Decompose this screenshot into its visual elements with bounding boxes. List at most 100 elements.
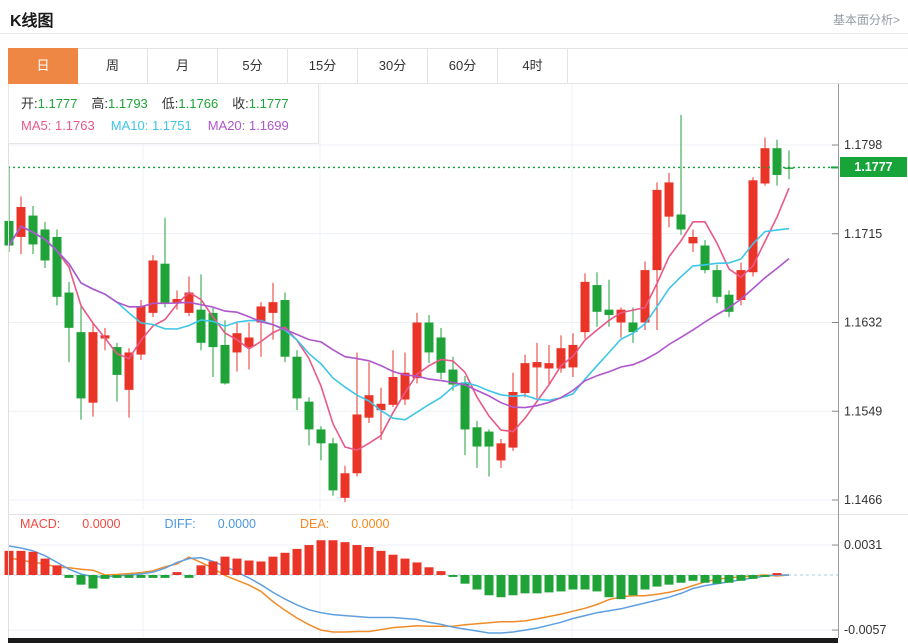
macd-bar (28, 551, 38, 575)
tab-60分[interactable]: 60分 (428, 49, 498, 83)
candle (196, 274, 206, 351)
macd-bar (280, 552, 290, 575)
candle (316, 426, 326, 461)
candle (448, 356, 458, 391)
candle (772, 139, 782, 186)
candle (400, 352, 410, 405)
macd-axis-label: 0.0031 (844, 538, 882, 552)
candle (76, 305, 86, 420)
ma20-readout: MA20: 1.1699 (207, 118, 289, 133)
macd-pane (8, 545, 838, 634)
candle (112, 342, 122, 402)
macd-bar (472, 575, 482, 590)
macd-bar (268, 556, 278, 575)
macd-bar (568, 575, 578, 590)
high-value: 1.1793 (108, 96, 148, 111)
bottom-bar (8, 638, 838, 643)
candle (40, 221, 50, 268)
candle (748, 177, 758, 277)
candle (784, 150, 794, 180)
candle (712, 264, 722, 304)
macd-histogram (4, 540, 782, 600)
chart-frame (8, 84, 908, 643)
macd-bar (700, 575, 710, 583)
candle (592, 272, 602, 327)
macd-bar (364, 546, 374, 575)
macd-bar (712, 575, 722, 584)
grid-lines (8, 84, 838, 638)
high-label: 高: (91, 96, 109, 111)
candle (304, 397, 314, 446)
candle (172, 290, 182, 310)
tab-5分[interactable]: 5分 (218, 49, 288, 83)
macd-bar (676, 575, 686, 583)
candle (256, 302, 266, 357)
macd-bar (208, 561, 218, 575)
tab-15分[interactable]: 15分 (288, 49, 358, 83)
candle (580, 273, 590, 339)
macd-bar (52, 565, 62, 575)
macd-bar (460, 575, 470, 584)
macd-bar (148, 575, 158, 578)
macd-bar (604, 575, 614, 598)
macd-bar (580, 575, 590, 590)
macd-bar (592, 575, 602, 592)
macd-bar (436, 571, 446, 575)
macd-bar (556, 575, 566, 592)
macd-bar (640, 575, 650, 590)
macd-bar (76, 575, 86, 585)
candle (388, 350, 398, 407)
macd-bar (508, 575, 518, 596)
candle (604, 279, 614, 327)
fundamental-analysis-link[interactable]: 基本面分析> (832, 13, 900, 27)
candle (220, 320, 230, 385)
tab-日[interactable]: 日 (8, 48, 78, 84)
diff-line (8, 545, 789, 634)
price-axis-label: 1.1632 (844, 316, 882, 330)
candle (700, 240, 710, 274)
macd-header: MACD: 0.0000 DIFF: 0.0000 DEA: 0.0000 (20, 517, 433, 531)
tab-4时[interactable]: 4时 (498, 49, 568, 83)
candles-layer (4, 115, 794, 503)
tab-月[interactable]: 月 (148, 49, 218, 83)
page-title: K线图 (10, 13, 54, 30)
candle (628, 307, 638, 343)
macd-bar (112, 575, 122, 578)
ohlc-row: 开:1.1777 高:1.1793 低:1.1766 收:1.1777 (21, 93, 318, 115)
macd-bar (316, 540, 326, 575)
candle (160, 217, 170, 308)
macd-bar (664, 575, 674, 585)
macd-bar (328, 540, 338, 575)
candle (376, 387, 386, 441)
macd-bar (232, 558, 242, 575)
candle (244, 322, 254, 370)
ma-row: MA5: 1.1763 MA10: 1.1751 MA20: 1.1699 (21, 115, 318, 137)
macd-bar (772, 573, 782, 575)
macd-bar (220, 556, 230, 575)
macd-bar (724, 575, 734, 583)
macd-bar (292, 548, 302, 575)
macd-bar (688, 575, 698, 581)
candle (484, 429, 494, 477)
candle (460, 375, 470, 456)
macd-bar (412, 562, 422, 575)
ohlc-info-box: 开:1.1777 高:1.1793 低:1.1766 收:1.1777 MA5: 1.… (8, 84, 319, 144)
axis-labels: 1.1798 1.1715 1.1632 1.1549 1.1466 0.0031 -0.0… (832, 138, 886, 637)
macd-bar (124, 575, 134, 578)
candle (268, 282, 278, 340)
candle (436, 327, 446, 380)
price-axis-label: 1.1549 (844, 404, 882, 418)
candle (532, 342, 542, 399)
tab-30分[interactable]: 30分 (358, 49, 428, 83)
price-axis-label: 1.1798 (844, 138, 882, 152)
macd-bar (64, 575, 74, 578)
macd-bar (760, 575, 770, 577)
dea-value-readout: DEA: 0.0000 (300, 517, 390, 531)
macd-bar (400, 558, 410, 575)
close-value: 1.1777 (248, 96, 289, 111)
tab-周[interactable]: 周 (78, 49, 148, 83)
macd-bar (496, 575, 506, 598)
candle (328, 437, 338, 496)
